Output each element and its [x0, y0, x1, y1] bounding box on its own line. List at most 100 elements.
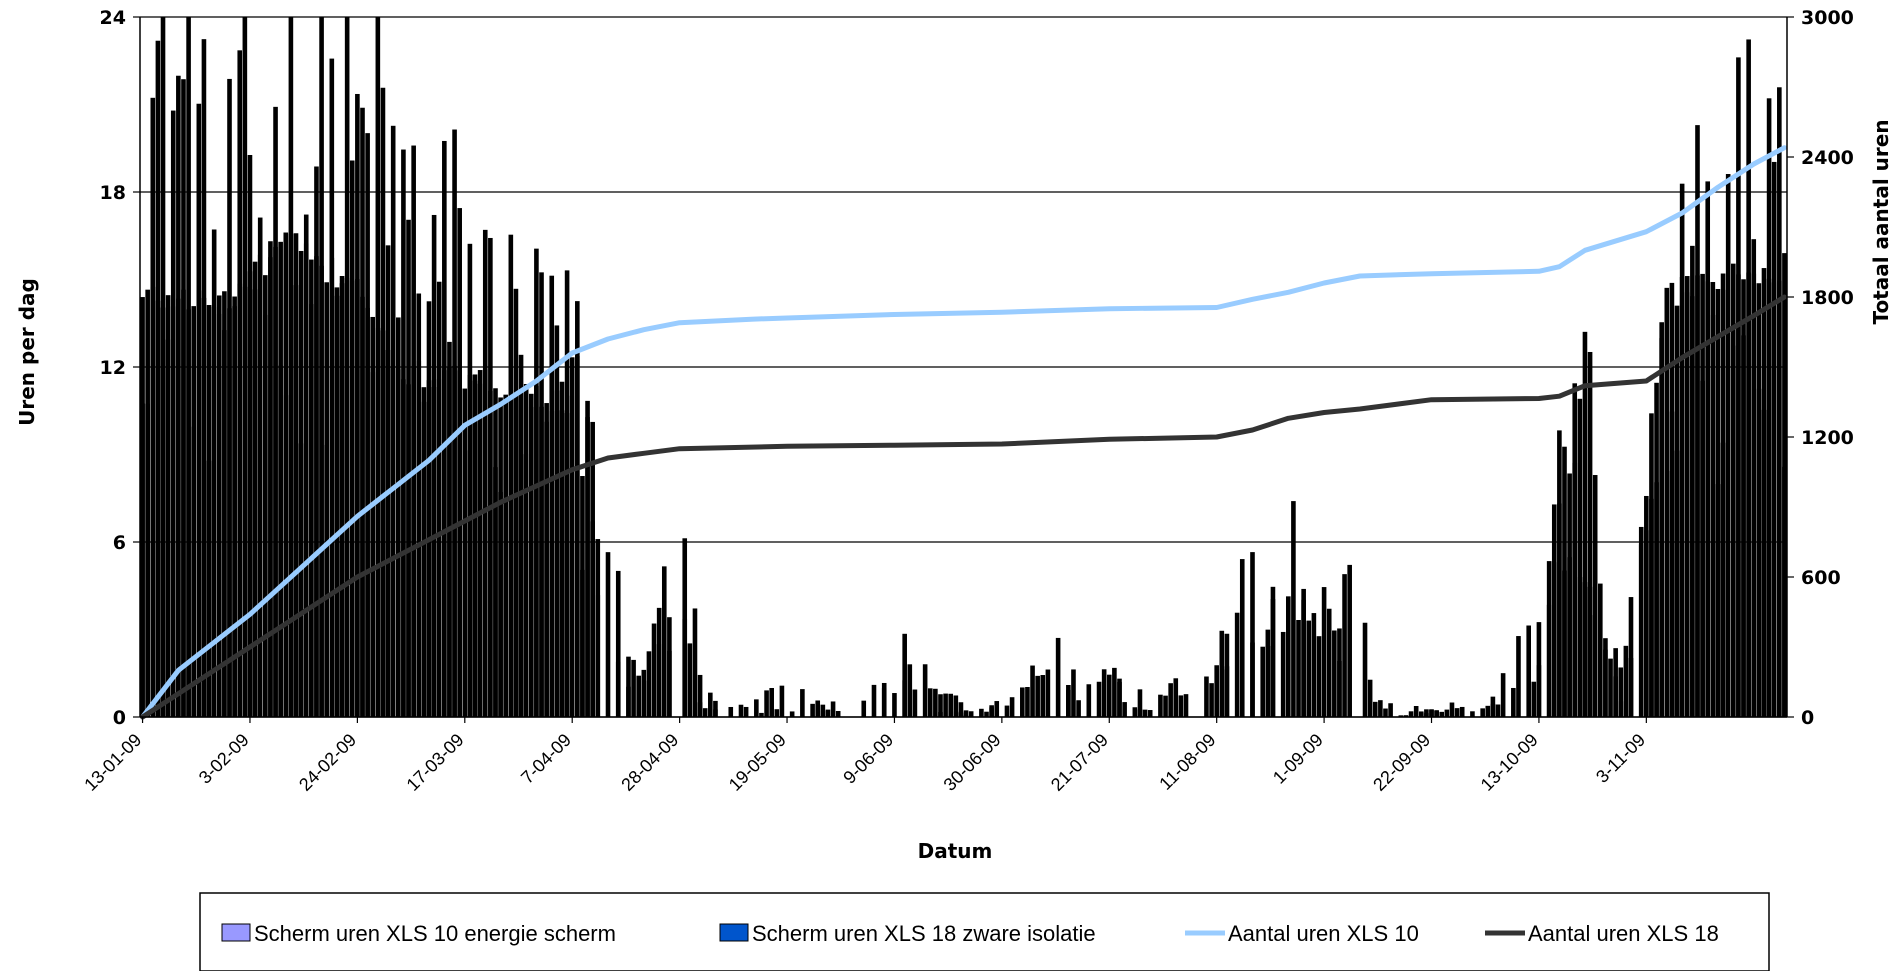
bar-xls10 [958, 702, 964, 717]
bar-xls18 [1638, 544, 1644, 717]
bar-xls18 [615, 661, 621, 717]
bar-xls10 [1250, 552, 1255, 717]
bar-xls10 [615, 570, 621, 717]
x-tick-label: 13-01-09 [80, 730, 145, 795]
bar-xls18 [1163, 695, 1168, 717]
bar-xls10 [1306, 620, 1312, 717]
bar-xls18 [431, 386, 437, 717]
bar-xls10 [1142, 709, 1148, 717]
bar-xls10 [1055, 637, 1061, 717]
bar-xls18 [1618, 701, 1624, 717]
bar-xls18 [646, 651, 652, 717]
bar-xls10 [800, 689, 805, 717]
bar-xls18 [1326, 608, 1332, 717]
bar-xls18 [815, 700, 821, 717]
bar-xls18 [498, 397, 503, 717]
left-tick-label: 24 [100, 7, 126, 29]
bar-xls18 [442, 370, 447, 717]
bar-xls18 [482, 369, 488, 717]
bar-xls10 [968, 711, 974, 717]
bar-xls18 [575, 355, 580, 717]
line-xls10-cumulative [140, 145, 1787, 720]
bar-xls18 [1219, 669, 1225, 717]
bar-xls18 [1649, 498, 1654, 717]
legend-swatch [719, 923, 749, 942]
bar-xls10 [1332, 630, 1337, 717]
bar-xls18 [820, 704, 826, 717]
right-tick-label: 1200 [1801, 427, 1854, 449]
bar-xls18 [626, 686, 631, 717]
bar-xls18 [544, 403, 549, 717]
bar-xls18 [1705, 281, 1711, 717]
bar-xls18 [222, 291, 227, 717]
bar-xls18 [447, 367, 452, 717]
bar-xls18 [360, 296, 365, 717]
y2-axis-title: Totaal aantal uren [1869, 119, 1893, 324]
bar-xls18 [309, 259, 314, 717]
bar-xls10 [692, 608, 698, 717]
bar-xls18 [503, 397, 509, 717]
bar-xls18 [247, 271, 253, 717]
bar-xls18 [314, 256, 319, 717]
bar-xls18 [1418, 711, 1424, 717]
legend-item: Aantal uren XLS 10 [1185, 921, 1419, 946]
bar-xls18 [1424, 713, 1429, 717]
bar-xls18 [257, 254, 263, 717]
bar-xls18 [1260, 646, 1266, 717]
bar-xls18 [938, 712, 943, 717]
bar-xls18 [1285, 596, 1291, 717]
bar-xls10 [1454, 708, 1460, 717]
bar-xls18 [380, 330, 386, 717]
right-axis-ticks: 0 600 1200 1800 2400 3000 [1787, 7, 1854, 729]
bar-xls18 [1531, 681, 1537, 717]
bar-xls18 [1112, 667, 1117, 717]
bar-xls10 [1280, 631, 1286, 717]
bar-xls18 [1572, 462, 1578, 717]
bar-xls10 [728, 706, 734, 717]
bar-xls10 [1388, 703, 1393, 717]
bar-xls18 [989, 705, 994, 717]
bar-xls10 [1137, 689, 1143, 717]
bar-xls10 [963, 710, 969, 717]
bar-xls18 [539, 406, 544, 717]
bar-xls10 [605, 552, 611, 717]
bar-xls18 [1311, 613, 1317, 717]
bar-xls18 [1730, 263, 1736, 717]
bar-xls18 [293, 233, 299, 717]
bar-xls18 [263, 275, 268, 717]
bar-xls18 [140, 297, 145, 717]
bar-xls10 [1362, 622, 1368, 717]
bar-xls18 [1209, 683, 1214, 717]
bar-xls10 [1296, 619, 1301, 717]
bar-xls10 [1587, 351, 1593, 717]
bar-xls18 [1598, 583, 1603, 717]
bar-xls18 [697, 702, 703, 717]
bar-xls18 [1398, 715, 1404, 717]
bar-xls18 [580, 569, 585, 717]
bar-xls18 [1644, 530, 1649, 717]
bar-xls18 [528, 393, 534, 717]
bar-xls18 [534, 386, 539, 717]
bar-xls18 [1684, 276, 1690, 717]
x-tick-label: 3-11-09 [1592, 730, 1649, 787]
bar-xls18 [1746, 272, 1751, 717]
bar-xls18 [160, 307, 166, 717]
bar-xls18 [421, 387, 427, 717]
bar-xls18 [493, 388, 498, 717]
legend-label: Scherm uren XLS 18 zware isolatie [752, 921, 1096, 946]
bar-xls18 [252, 289, 258, 717]
bar-xls10 [943, 693, 948, 717]
bar-xls18 [278, 241, 283, 717]
bar-xls18 [1337, 660, 1342, 717]
x-tick-label: 28-04-09 [617, 730, 682, 795]
bar-xls18 [667, 617, 672, 717]
bar-xls18 [155, 300, 161, 717]
bar-xls18 [912, 689, 918, 717]
bar-xls18 [324, 282, 329, 717]
bar-xls18 [452, 365, 457, 717]
bar-xls18 [963, 715, 969, 717]
bar-xls18 [232, 296, 237, 717]
bar-xls10 [743, 706, 749, 717]
bar-xls18 [1777, 280, 1782, 717]
